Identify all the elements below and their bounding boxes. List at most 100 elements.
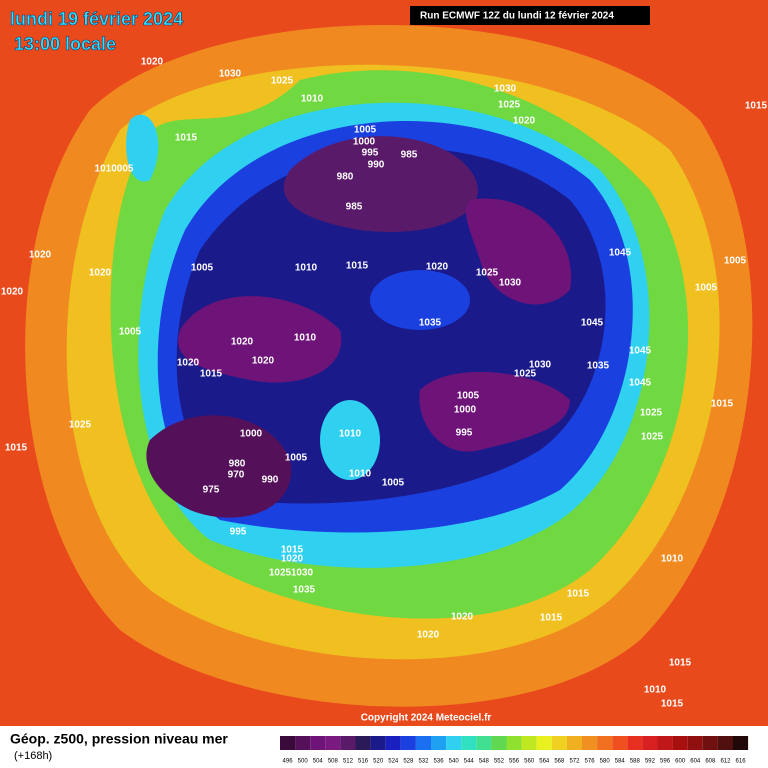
isobar-label: 1005 [191,263,214,274]
legend-level: 592 [645,759,656,765]
isobar-label: 1025 [476,268,499,279]
isobar-label: 1015 [5,443,28,454]
footer-title: Géop. z500, pression niveau mer [10,731,228,747]
legend-swatch [672,736,688,750]
legend-swatch [461,736,477,750]
legend-level: 568 [554,759,565,765]
legend-level: 572 [569,759,580,765]
legend-level: 524 [388,759,399,765]
isobar-label: 1000 [240,429,263,440]
isobar-label: 970 [228,470,245,481]
isobar-label: 1020 [29,250,52,261]
isobar-label: 1025 [514,369,537,380]
isobar-labels: 1020103010251010103010251020101510051000… [1,57,768,710]
legend-swatch [597,736,613,750]
legend-swatch [717,736,733,750]
isobar-label: 1015 [200,369,223,380]
legend-level: 616 [736,759,747,765]
legend-level: 532 [418,759,429,765]
geopotential-field [25,25,753,707]
isobar-label: 980 [229,459,246,470]
legend-level: 596 [660,759,671,765]
isobar-label: 1005 [285,453,308,464]
isobar-label: 1030 [291,568,314,579]
isobar-label: 1045 [581,318,604,329]
legend-swatch [325,736,341,750]
isobar-label: 1035 [419,318,442,329]
legend-swatch [446,736,462,750]
legend-level: 504 [313,759,324,765]
isobar-label: 1045 [629,378,652,389]
isobar-label: 1025 [641,432,664,443]
legend-swatch [582,736,598,750]
isobar-label: 1000 [454,405,477,416]
isobar-label: 1020 [1,287,24,298]
isobar-label: 1045 [629,346,652,357]
isobar-label: 1020 [89,268,112,279]
time-title: 13:00 locale [14,34,116,54]
legend-swatch [733,736,749,750]
copyright: Copyright 2024 Meteociel.fr [361,713,492,724]
legend-swatch [431,736,447,750]
legend-level: 560 [524,759,535,765]
legend-level: 556 [509,759,520,765]
legend-swatch [400,736,416,750]
legend-level: 544 [464,759,475,765]
isobar-label: 1000 [353,137,376,148]
legend-swatch [340,736,356,750]
legend-level: 584 [615,759,626,765]
legend-level: 564 [539,759,550,765]
isobar-label: 1010 [294,333,317,344]
isobar-label: 990 [262,475,279,486]
isobar-label: 995 [230,527,247,538]
legend-swatch [566,736,582,750]
legend-swatch [702,736,718,750]
isobar-label: 1020 [141,57,164,68]
legend-level: 496 [283,759,294,765]
legend-level: 608 [705,759,716,765]
date-title: lundi 19 février 2024 [10,9,183,29]
isobar-label: 1030 [499,278,522,289]
isobar-label: 1020 [417,630,440,641]
isobar-label: 1005 [119,327,142,338]
legend-swatch [355,736,371,750]
isobar-label: 1015 [711,399,734,410]
isobar-label: 1010 [644,685,667,696]
legend-level: 580 [600,759,611,765]
isobar-label: 1015 [661,699,684,710]
isobar-label: 990 [368,160,385,171]
color-legend: 496 500 504 508 512 516 520 524 528 532 536 540 544 5… [280,736,749,765]
legend-swatch [642,736,658,750]
isobar-label: 1045 [609,248,632,259]
legend-level: 536 [434,759,445,765]
legend-level: 548 [479,759,490,765]
isobar-label: 1005 [457,391,480,402]
legend-level: 520 [373,759,384,765]
isobar-label: 1030 [219,69,242,80]
isobar-label: 995 [456,428,473,439]
isobar-label: 1020 [177,358,200,369]
legend-swatch [627,736,643,750]
isobar-label: 1015 [567,589,590,600]
isobar-label: 1005 [695,283,718,294]
isobar-label: 1010005 [95,164,134,175]
legend-swatch [551,736,567,750]
legend-level: 552 [494,759,505,765]
legend-level: 540 [449,759,460,765]
isobar-label: 1020 [252,356,275,367]
legend-swatch [491,736,507,750]
legend-level: 516 [358,759,369,765]
isobar-label: 985 [401,150,418,161]
legend-swatch [385,736,401,750]
isobar-label: 1025 [269,568,292,579]
isobar-label: 1025 [640,408,663,419]
isobar-label: 1020 [281,554,304,565]
legend-level: 500 [298,759,309,765]
isobar-label: 1035 [587,361,610,372]
legend-level: 604 [690,759,701,765]
isobar-label: 1010 [301,94,324,105]
legend-swatch [415,736,431,750]
legend-swatch [521,736,537,750]
isobar-label: 980 [337,172,354,183]
